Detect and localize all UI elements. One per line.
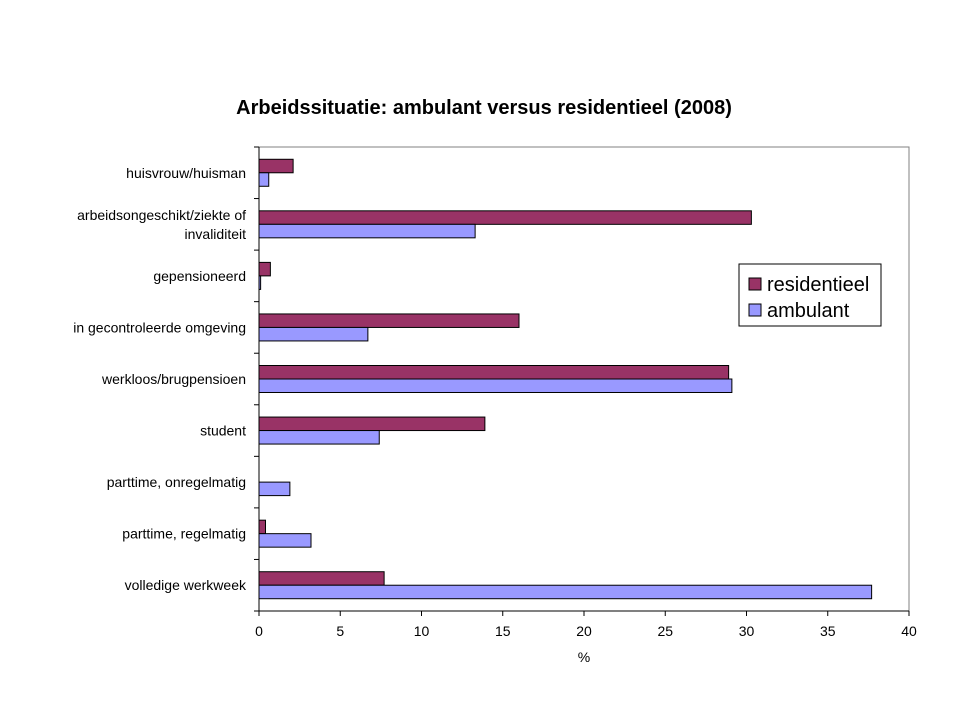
x-tick-label: 25 bbox=[657, 623, 673, 639]
category-label: gepensioneerd bbox=[153, 268, 246, 284]
x-tick-label: 5 bbox=[336, 623, 344, 639]
bars-group bbox=[258, 158, 873, 600]
x-tick-label: 20 bbox=[576, 623, 592, 639]
category-label: parttime, onregelmatig bbox=[107, 474, 246, 490]
bar-residentieel-4 bbox=[258, 365, 730, 380]
legend-swatch-residentieel bbox=[748, 277, 762, 291]
legend-label-ambulant: ambulant bbox=[767, 300, 850, 322]
bar-residentieel-5 bbox=[258, 416, 486, 432]
chart-title: Arbeidssituatie: ambulant versus residen… bbox=[236, 97, 732, 119]
category-label: arbeidsongeschikt/ziekte of bbox=[77, 207, 246, 223]
category-axis: huisvrouw/huisman arbeidsongeschikt/ziekt… bbox=[73, 146, 260, 612]
x-tick-label: 35 bbox=[820, 623, 836, 639]
category-label: in gecontroleerde omgeving bbox=[73, 319, 246, 335]
bar-residentieel-7 bbox=[258, 519, 266, 535]
bar-ambulant-1 bbox=[258, 223, 476, 239]
x-tick-label: 10 bbox=[414, 623, 430, 639]
x-axis-label: % bbox=[578, 649, 590, 665]
x-tick-label: 0 bbox=[255, 623, 263, 639]
legend-swatch-ambulant bbox=[748, 303, 762, 317]
legend-box bbox=[738, 263, 882, 327]
x-tick-label: 30 bbox=[739, 623, 755, 639]
bar-residentieel-1 bbox=[258, 210, 752, 225]
bar-ambulant-0 bbox=[258, 172, 270, 187]
category-label: invaliditeit bbox=[185, 226, 247, 242]
category-label: volledige werkweek bbox=[125, 577, 247, 593]
x-tick-label: 40 bbox=[901, 623, 917, 639]
bar-ambulant-8 bbox=[258, 584, 873, 600]
bar-residentieel-2 bbox=[258, 261, 271, 277]
bar-ambulant-5 bbox=[258, 430, 380, 445]
bar-ambulant-3 bbox=[258, 326, 369, 342]
bar-residentieel-8 bbox=[258, 571, 385, 586]
category-label: werkloos/brugpensioen bbox=[101, 371, 246, 387]
category-label: parttime, regelmatig bbox=[122, 526, 246, 542]
bar-ambulant-6 bbox=[258, 481, 291, 497]
category-label: huisvrouw/huisman bbox=[126, 165, 246, 181]
legend: residentieel ambulant bbox=[738, 263, 882, 327]
bar-ambulant-4 bbox=[258, 378, 733, 393]
category-label: student bbox=[200, 423, 246, 439]
value-axis: 0 5 10 15 20 25 30 35 40 bbox=[255, 610, 917, 639]
bar-ambulant-7 bbox=[258, 533, 312, 548]
bar-residentieel-0 bbox=[258, 158, 294, 174]
x-tick-label: 15 bbox=[495, 623, 511, 639]
bar-residentieel-3 bbox=[258, 313, 520, 328]
legend-label-residentieel: residentieel bbox=[767, 274, 869, 296]
